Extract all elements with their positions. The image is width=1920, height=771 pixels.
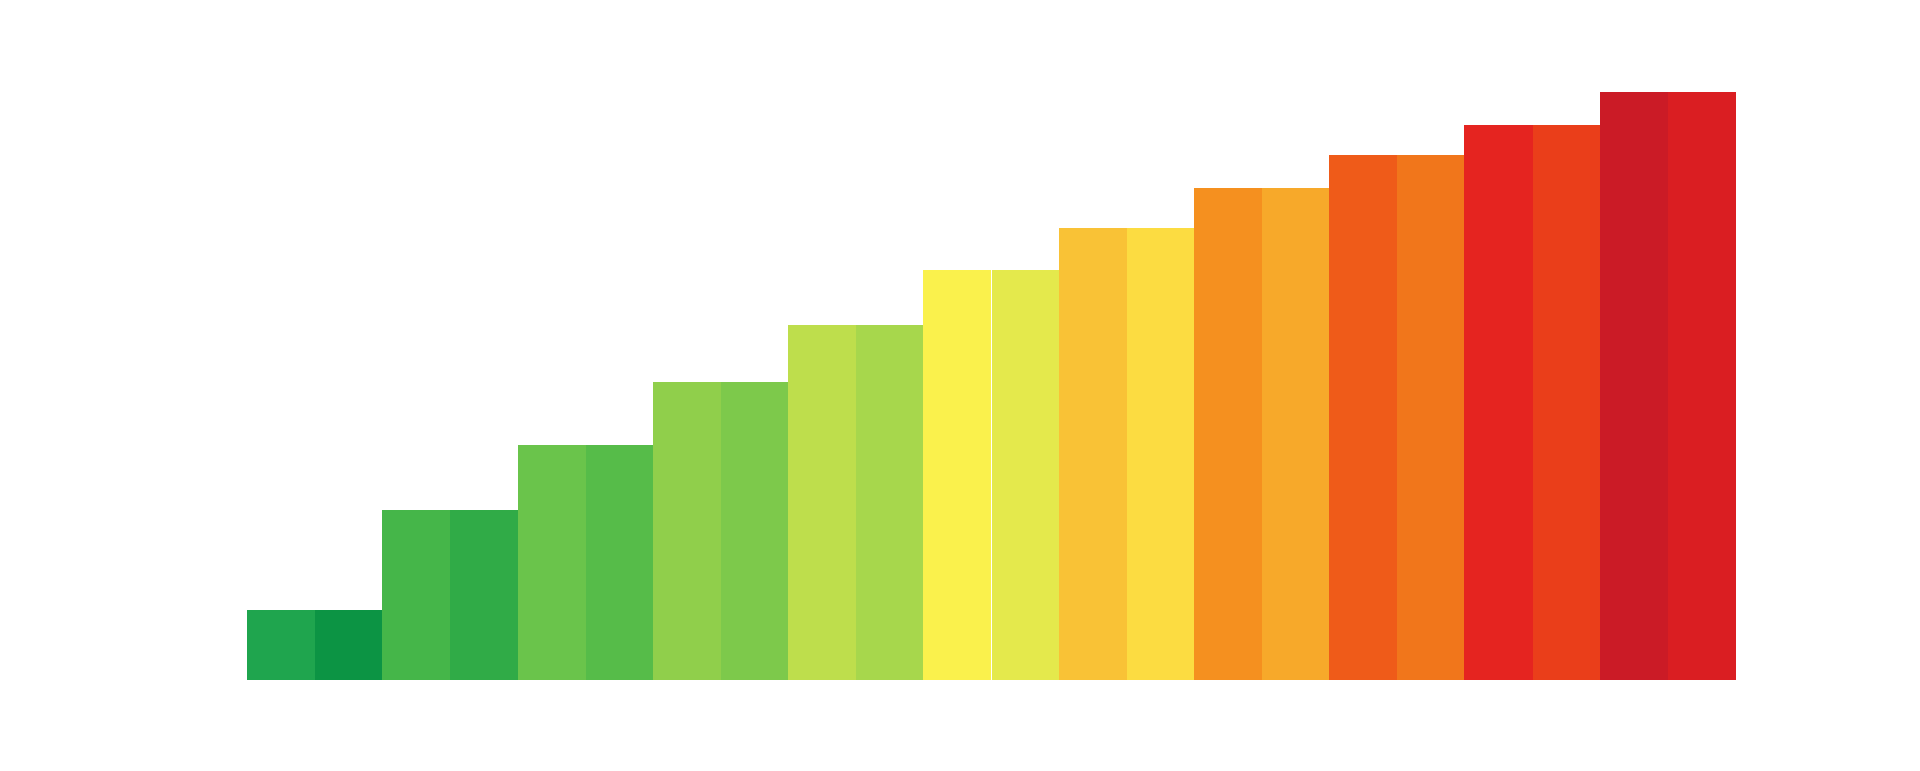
bar-10-face-dark — [1533, 125, 1601, 680]
bar-8-face-dark — [1262, 188, 1330, 680]
bar-3-face-light — [518, 445, 586, 680]
bar-1 — [247, 610, 383, 680]
bar-10 — [1464, 125, 1600, 680]
bar-4-face-light — [653, 382, 721, 680]
bar-9-face-dark — [1397, 155, 1465, 680]
bar-9-face-light — [1329, 155, 1397, 680]
bar-11-face-light — [1600, 92, 1668, 680]
bar-6-face-dark — [992, 270, 1060, 680]
bar-9 — [1329, 155, 1465, 680]
bar-2-face-dark — [450, 510, 518, 680]
bar-5-face-light — [788, 325, 856, 680]
bar-2 — [382, 510, 518, 680]
bar-2-face-light — [382, 510, 450, 680]
bar-5 — [788, 325, 924, 680]
bar-11-face-dark — [1668, 92, 1736, 680]
bar-6-face-light — [923, 270, 991, 680]
bar-7 — [1059, 228, 1195, 680]
bar-10-face-light — [1464, 125, 1532, 680]
bar-8-face-light — [1194, 188, 1262, 680]
gradient-step-bar-chart — [248, 120, 1736, 680]
bar-5-face-dark — [856, 325, 924, 680]
bar-3 — [518, 445, 654, 680]
bar-1-face-light — [247, 610, 315, 680]
bar-1-face-dark — [315, 610, 383, 680]
bar-7-face-dark — [1127, 228, 1195, 680]
bar-4 — [653, 382, 789, 680]
bar-4-face-dark — [721, 382, 789, 680]
bar-6 — [923, 270, 1059, 680]
bar-3-face-dark — [586, 445, 654, 680]
bar-7-face-light — [1059, 228, 1127, 680]
bar-8 — [1194, 188, 1330, 680]
bar-11 — [1600, 92, 1736, 680]
